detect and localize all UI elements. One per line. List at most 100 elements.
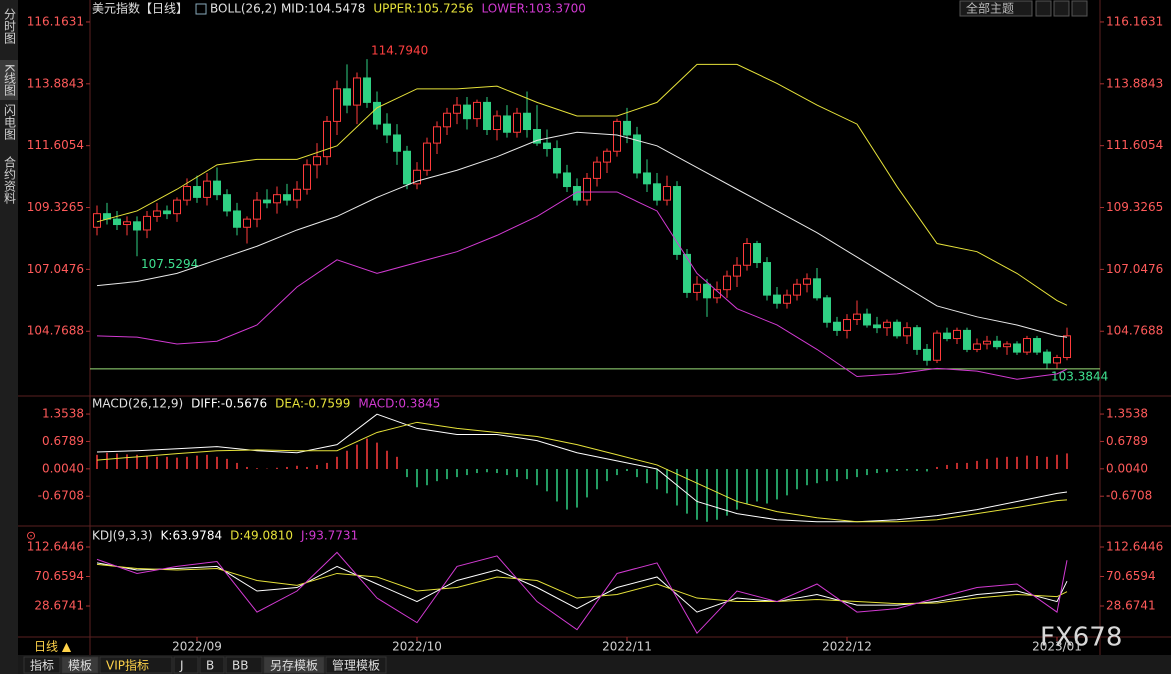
tab-label[interactable]: B: [206, 659, 214, 673]
legend-entry: LOWER:103.3700: [481, 2, 585, 16]
panel-title: MACD(26,12,9): [92, 397, 183, 411]
series-line: [96, 131, 1068, 338]
legend-entry: K:63.9784: [161, 529, 223, 543]
tab-label[interactable]: 管理模板: [332, 658, 380, 673]
candle-body: [953, 329, 961, 340]
candle-body: [143, 215, 151, 231]
legend-entry: MACD:0.3845: [358, 397, 440, 411]
candle-body: [1023, 338, 1031, 353]
y-tick-label: -0.6708: [1106, 489, 1152, 503]
tab[interactable]: [23, 656, 61, 674]
sidebar-active: [0, 60, 18, 100]
candle-body: [923, 348, 931, 361]
candle-body: [533, 129, 541, 144]
tab[interactable]: [263, 656, 325, 674]
tab-label[interactable]: 模板: [68, 659, 92, 673]
candle-body: [773, 294, 781, 304]
x-tick-label: 2022/09: [172, 640, 222, 654]
y-tick-label: 107.0476: [27, 262, 84, 276]
candle-body: [893, 321, 901, 337]
candle-body: [1043, 351, 1051, 364]
candle-body: [913, 327, 921, 350]
candle-body: [163, 210, 171, 215]
candle-body: [263, 199, 271, 204]
y-tick-label: 109.3265: [1106, 200, 1163, 214]
y-tick-label: -0.6708: [38, 489, 84, 503]
y-tick-label: 0.0040: [42, 461, 84, 475]
toolbar-icon[interactable]: [1071, 0, 1088, 17]
toolbar-button[interactable]: [959, 0, 1033, 17]
sidebar-tab[interactable]: 分时图: [3, 8, 17, 44]
candle-body: [813, 278, 821, 299]
candle-body: [1063, 335, 1071, 359]
candle-body: [763, 262, 771, 296]
candle-body: [823, 297, 831, 323]
tab-label[interactable]: BB: [232, 659, 248, 673]
sidebar-tab[interactable]: 合约资料: [3, 155, 17, 204]
toolbar-icon[interactable]: [1035, 0, 1052, 17]
tab[interactable]: [225, 656, 263, 674]
legend-entry: DEA:-0.7599: [275, 397, 350, 411]
candle-body: [603, 150, 611, 163]
panel-title: KDJ(9,3,3): [92, 529, 153, 543]
tab[interactable]: [99, 656, 173, 674]
y-tick-label: 113.8843: [1106, 76, 1163, 90]
y-tick-label: 0.0040: [1106, 461, 1148, 475]
y-tick-label: 1.3538: [42, 407, 84, 421]
candle-body: [573, 186, 581, 201]
candle-body: [643, 172, 651, 185]
tab[interactable]: [61, 656, 99, 674]
candle-body: [803, 278, 811, 285]
candle-body: [793, 283, 801, 296]
tab-label[interactable]: J: [179, 659, 184, 673]
candle-body: [743, 243, 751, 266]
candle-body: [253, 199, 261, 220]
candle-body: [363, 77, 371, 103]
tab[interactable]: [199, 656, 225, 674]
candle-body: [133, 221, 141, 231]
candle-body: [843, 319, 851, 331]
y-tick-label: 1.3538: [1106, 407, 1148, 421]
candle-body: [303, 164, 311, 190]
candle-body: [903, 327, 911, 337]
tab-label[interactable]: VIP指标: [106, 658, 149, 673]
sidebar-tab[interactable]: K线图: [3, 64, 17, 96]
panel-icon: ⊙: [26, 529, 36, 543]
tab-label[interactable]: 指标: [30, 658, 54, 673]
legend-entry: J:93.7731: [300, 529, 358, 543]
candle-body: [213, 180, 221, 196]
tab[interactable]: [173, 656, 199, 674]
legend-entry: MID:104.5478: [281, 2, 365, 16]
candle-body: [933, 332, 941, 361]
tab-label[interactable]: 另存模板: [270, 659, 318, 673]
candle-body: [123, 221, 131, 226]
candle-body: [993, 340, 1001, 348]
extreme-label: 107.5294: [141, 257, 198, 271]
candle-body: [833, 321, 841, 331]
candle-body: [513, 112, 521, 133]
candle-body: [433, 126, 441, 144]
legend-entry: D:49.0810: [230, 529, 293, 543]
candle-body: [963, 329, 971, 350]
candle-body: [483, 101, 491, 131]
candle-body: [323, 120, 331, 158]
y-tick-label: 28.6741: [1106, 599, 1156, 613]
tab[interactable]: [325, 656, 387, 674]
legend-entry: UPPER:105.7256: [373, 2, 473, 16]
y-tick-label: 104.7688: [1106, 324, 1163, 338]
candle-body: [173, 199, 181, 215]
x-tick-label: 2022/11: [602, 640, 652, 654]
x-tick-label: 2022/12: [822, 640, 872, 654]
candle-body: [623, 120, 631, 136]
candle-body: [863, 313, 871, 326]
candle-body: [753, 243, 761, 264]
candle-body: [663, 186, 671, 201]
toolbar-icon[interactable]: [1053, 0, 1070, 17]
candle-body: [983, 340, 991, 345]
period-label[interactable]: 日线 ▲: [34, 640, 72, 654]
panel-title: 美元指数【日线】: [92, 1, 188, 16]
sidebar-tab[interactable]: 闪电图: [3, 104, 17, 140]
candle-body: [193, 186, 201, 198]
series-line: [96, 563, 1068, 605]
